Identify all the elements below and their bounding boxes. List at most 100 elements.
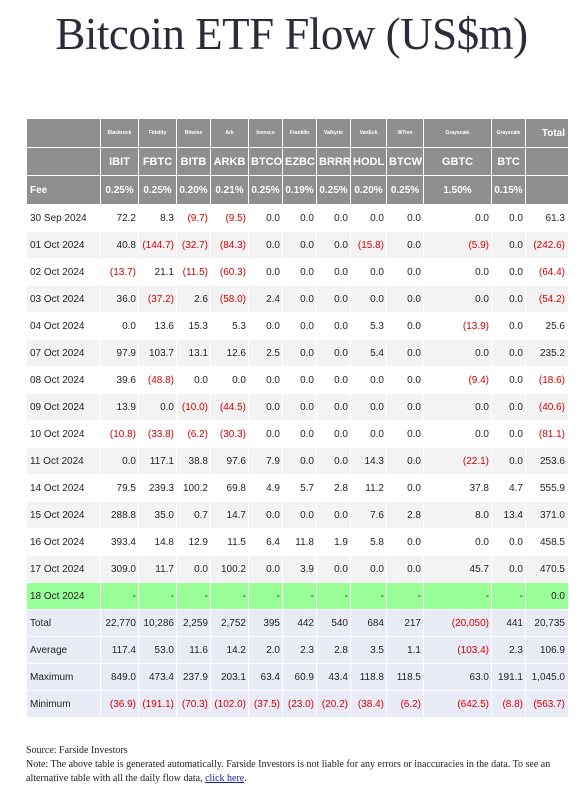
row-total-cell: 371.0 [525, 501, 569, 529]
flow-value-cell: 0.0 [100, 447, 139, 475]
flow-value-cell: 0.0 [100, 312, 139, 340]
page-title: Bitcoin ETF Flow (US$m) [55, 9, 528, 59]
flow-value-cell: 35.0 [138, 501, 177, 529]
flow-value-cell: 14.3 [350, 447, 387, 475]
issuer-name-cell: Grayscale [423, 118, 492, 148]
summary-label-cell: Maximum [26, 663, 101, 691]
flow-value-cell: 2.8 [316, 474, 351, 502]
flow-value-cell: 0.0 [282, 285, 317, 313]
summary-value-cell: (642.5) [423, 690, 492, 718]
summary-value-cell: 1.1 [386, 636, 424, 664]
flow-value-cell: (6.2) [176, 420, 211, 448]
flow-value-cell: 0.0 [491, 285, 526, 313]
summary-value-cell: (23.0) [282, 690, 317, 718]
ticker-cell: FBTC [138, 147, 177, 176]
flow-value-cell: 7.6 [350, 501, 387, 529]
header-blank-cell [525, 147, 569, 176]
fee-cell: 0.25% [316, 175, 351, 205]
flow-value-cell: (84.3) [210, 231, 249, 259]
summary-value-cell: (70.3) [176, 690, 211, 718]
fee-header-row: Fee 0.25% 0.25% 0.20% 0.21% 0.25% 0.19% 0.25% 0.… [26, 175, 569, 205]
ticker-cell: BITB [176, 147, 211, 176]
ticker-cell: HODL [350, 147, 387, 176]
flow-value-cell: 0.0 [176, 366, 211, 394]
flow-value-cell: 0.0 [350, 204, 387, 232]
table-row: 07 Oct 2024 97.9 103.7 13.1 12.6 2.5 0.0 0.0 5.4… [26, 339, 569, 367]
flow-value-cell: (32.7) [176, 231, 211, 259]
flow-value-cell: (144.7) [138, 231, 177, 259]
header-blank-cell [26, 147, 101, 176]
flow-value-cell: 0.0 [350, 285, 387, 313]
flow-value-cell: 13.4 [491, 501, 526, 529]
ticker-cell: BTCW [386, 147, 424, 176]
table-row: 03 Oct 2024 36.0 (37.2) 2.6 (58.0) 2.4 0.0 0.0 0… [26, 285, 569, 313]
flow-value-cell: 0.0 [316, 285, 351, 313]
flow-value-cell: (33.8) [138, 420, 177, 448]
flow-value-cell: 0.0 [423, 285, 492, 313]
summary-value-cell: (103.4) [423, 636, 492, 664]
flow-value-cell: 4.7 [491, 474, 526, 502]
flow-value-cell: 40.8 [100, 231, 139, 259]
issuer-header-row: Blackrock Fidelity Bitwise Ark Invesco Frankl… [26, 118, 569, 148]
summary-value-cell: 442 [282, 609, 317, 637]
flow-value-cell: 309.0 [100, 555, 139, 583]
flow-value-cell: 0.0 [491, 447, 526, 475]
date-cell: 16 Oct 2024 [26, 528, 101, 556]
summary-value-cell: 2,259 [176, 609, 211, 637]
flow-value-cell: 100.2 [176, 474, 211, 502]
flow-value-cell: 0.0 [248, 555, 283, 583]
flow-value-cell: - [248, 582, 283, 610]
disclaimer-note: Note: The above table is generated autom… [26, 758, 556, 786]
summary-value-cell: (38.4) [350, 690, 387, 718]
table-row: 11 Oct 2024 0.0 117.1 38.8 97.6 7.9 0.0 0.0 14.3… [26, 447, 569, 475]
summary-value-cell: 11.6 [176, 636, 211, 664]
summary-value-cell: 2.8 [316, 636, 351, 664]
flow-value-cell: 97.9 [100, 339, 139, 367]
summary-value-cell: 473.4 [138, 663, 177, 691]
summary-value-cell: (6.2) [386, 690, 424, 718]
summary-value-cell: 43.4 [316, 663, 351, 691]
flow-value-cell: 1.9 [316, 528, 351, 556]
flow-value-cell: 0.0 [491, 204, 526, 232]
date-cell: 14 Oct 2024 [26, 474, 101, 502]
flow-value-cell: 0.0 [386, 555, 424, 583]
header-blank-cell [525, 175, 569, 205]
summary-value-cell: 2.3 [491, 636, 526, 664]
ticker-cell: BTC [491, 147, 526, 176]
flow-value-cell: - [316, 582, 351, 610]
table-row: 08 Oct 2024 39.6 (48.8) 0.0 0.0 0.0 0.0 0.0 0.0 0… [26, 366, 569, 394]
ticker-cell: GBTC [423, 147, 492, 176]
flow-value-cell: (9.7) [176, 204, 211, 232]
summary-value-cell: 14.2 [210, 636, 249, 664]
issuer-name-cell: WTree [386, 118, 424, 148]
row-total-cell: (242.6) [525, 231, 569, 259]
flow-value-cell: (37.2) [138, 285, 177, 313]
flow-value-cell: - [386, 582, 424, 610]
fee-cell: 0.25% [386, 175, 424, 205]
summary-value-cell: 53.0 [138, 636, 177, 664]
flow-value-cell: 0.0 [386, 312, 424, 340]
total-header-cell: Total [525, 118, 569, 148]
flow-value-cell: 100.2 [210, 555, 249, 583]
summary-value-cell: 2,752 [210, 609, 249, 637]
flow-value-cell: (13.9) [423, 312, 492, 340]
alternative-table-link[interactable]: click here [205, 773, 245, 784]
flow-value-cell: 79.5 [100, 474, 139, 502]
summary-value-cell: 118.8 [350, 663, 387, 691]
flow-value-cell: 0.0 [282, 204, 317, 232]
flow-value-cell: (58.0) [210, 285, 249, 313]
summary-row: Maximum 849.0 473.4 237.9 203.1 63.4 60.9 43.4 1… [26, 663, 569, 691]
summary-total-cell: 1,045.0 [525, 663, 569, 691]
flow-value-cell: 13.9 [100, 393, 139, 421]
source-note: Source: Farside Investors [26, 745, 128, 756]
summary-value-cell: 63.4 [248, 663, 283, 691]
flow-value-cell: 117.1 [138, 447, 177, 475]
flow-value-cell: 14.7 [210, 501, 249, 529]
flow-value-cell: 0.0 [386, 258, 424, 286]
summary-value-cell: (36.9) [100, 690, 139, 718]
summary-value-cell: 540 [316, 609, 351, 637]
flow-value-cell: 2.6 [176, 285, 211, 313]
flow-value-cell: 21.1 [138, 258, 177, 286]
flow-value-cell: (9.5) [210, 204, 249, 232]
flow-value-cell: 0.0 [282, 447, 317, 475]
